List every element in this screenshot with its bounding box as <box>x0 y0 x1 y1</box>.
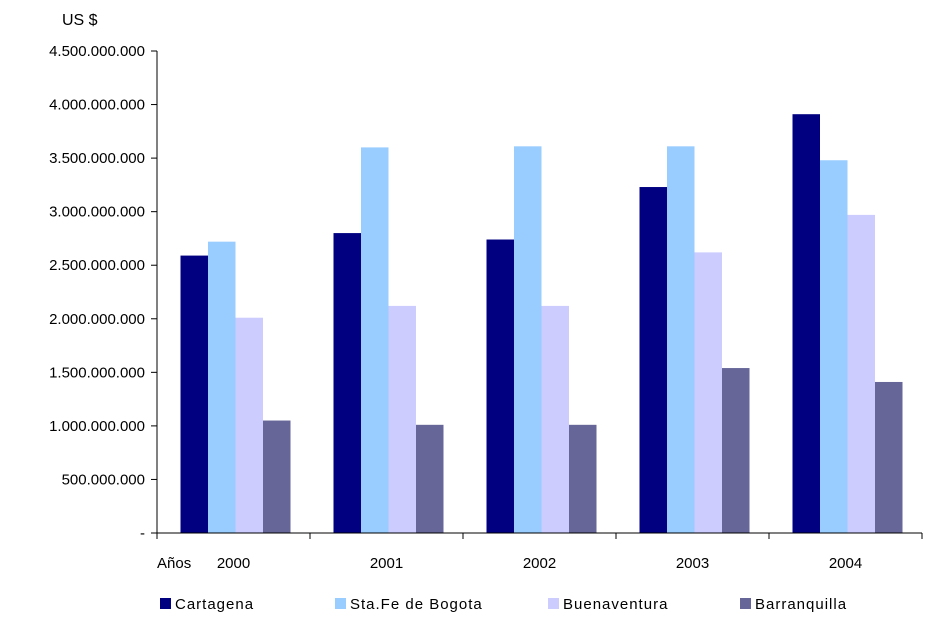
y-tick-label: 3.000.000.000 <box>49 204 145 221</box>
x-tick-label: 2000 <box>217 555 250 572</box>
bar-sta-fe-de-bogota-2004 <box>820 160 848 533</box>
bar-sta-fe-de-bogota-2002 <box>514 146 542 533</box>
y-tick-label: 2.500.000.000 <box>49 257 145 274</box>
legend-swatch <box>548 598 559 609</box>
legend-item-sta-fe-de-bogota: Sta.Fe de Bogota <box>335 596 483 613</box>
axes <box>156 51 922 534</box>
bar-buenaventura-2002 <box>541 305 569 533</box>
x-tick-label: 2001 <box>370 555 403 572</box>
legend-item-buenaventura: Buenaventura <box>548 596 668 613</box>
bar-buenaventura-2004 <box>847 214 875 533</box>
legend-label: Sta.Fe de Bogota <box>350 596 483 613</box>
x-tick-label: 2004 <box>829 555 862 572</box>
legend-item-cartagena: Cartagena <box>160 596 254 613</box>
bar-buenaventura-2001 <box>388 305 416 533</box>
y-axis-ticks: - 500.000.000 1.000.000.000 1.500.000.000 2.… <box>49 43 157 542</box>
legend-label: Buenaventura <box>563 596 668 613</box>
y-tick-label: 4.500.000.000 <box>49 43 145 60</box>
legend-label: Cartagena <box>175 596 254 613</box>
bar-barranquilla-2004 <box>875 381 903 533</box>
y-tick-label: 3.500.000.000 <box>49 150 145 167</box>
legend-swatch <box>160 598 171 609</box>
legend-swatch <box>335 598 346 609</box>
y-tick-label: - <box>140 525 145 542</box>
bars <box>180 114 903 534</box>
bar-cartagena-2004 <box>792 114 820 533</box>
bar-cartagena-2001 <box>333 233 361 534</box>
bar-cartagena-2002 <box>486 239 514 533</box>
y-tick-label: 2.000.000.000 <box>49 311 145 328</box>
y-tick-label: 1.500.000.000 <box>49 364 145 381</box>
bar-barranquilla-2000 <box>263 420 291 533</box>
legend: Cartagena Sta.Fe de Bogota Buenaventura Bar… <box>160 596 847 613</box>
y-tick-label: 1.000.000.000 <box>49 418 145 435</box>
bar-cartagena-2000 <box>180 255 208 534</box>
y-tick-label: 4.000.000.000 <box>49 97 145 114</box>
legend-swatch <box>740 598 751 609</box>
x-tick-label: 2002 <box>523 555 556 572</box>
bar-sta-fe-de-bogota-2003 <box>667 146 695 533</box>
bar-cartagena-2003 <box>639 187 667 533</box>
bar-barranquilla-2001 <box>416 424 444 533</box>
bar-sta-fe-de-bogota-2000 <box>208 241 236 533</box>
x-axis-ticks: 2000 2001 2002 2003 2004 <box>156 533 923 572</box>
bar-barranquilla-2002 <box>569 424 597 533</box>
x-axis-label: Años <box>157 555 191 572</box>
bar-barranquilla-2003 <box>722 368 750 533</box>
legend-item-barranquilla: Barranquilla <box>740 596 847 613</box>
y-axis-unit-label: US $ <box>62 12 98 29</box>
bar-buenaventura-2000 <box>235 317 263 533</box>
y-tick-label: 500.000.000 <box>62 471 145 488</box>
bar-sta-fe-de-bogota-2001 <box>361 147 389 533</box>
bar-buenaventura-2003 <box>694 252 722 533</box>
x-tick-label: 2003 <box>676 555 709 572</box>
legend-label: Barranquilla <box>755 596 847 613</box>
